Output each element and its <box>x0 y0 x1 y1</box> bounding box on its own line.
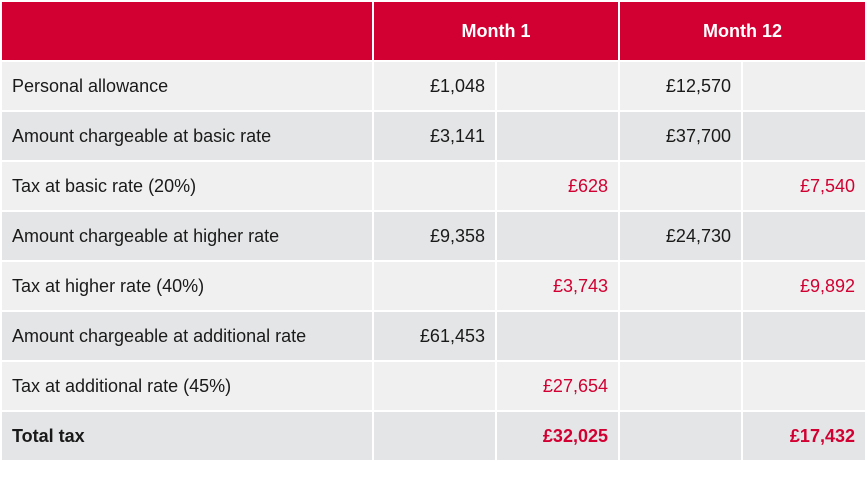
amount-value: £9,358 <box>372 210 497 262</box>
tax-value: £9,892 <box>741 260 865 312</box>
table-row: Tax at additional rate (45%) £27,654 <box>0 360 865 412</box>
amount-value: £24,730 <box>618 210 743 262</box>
table-row: Personal allowance £1,048 £12,570 <box>0 60 865 112</box>
empty-cell <box>495 210 620 262</box>
column-header: Month 1 <box>372 0 620 62</box>
tax-value: £17,432 <box>741 410 865 462</box>
empty-cell <box>495 60 620 112</box>
row-label: Personal allowance <box>0 60 374 112</box>
empty-cell <box>741 110 865 162</box>
table-body: Personal allowance £1,048 £12,570 Amount ch… <box>0 60 865 462</box>
amount-value: £1,048 <box>372 60 497 112</box>
table-row: Amount chargeable at higher rate £9,358 £2… <box>0 210 865 262</box>
empty-cell <box>741 60 865 112</box>
header-row: Month 1 Month 12 <box>0 0 865 62</box>
empty-cell <box>618 310 743 362</box>
empty-cell <box>618 410 743 462</box>
empty-cell <box>618 160 743 212</box>
empty-cell <box>741 210 865 262</box>
empty-cell <box>372 160 497 212</box>
tax-value: £7,540 <box>741 160 865 212</box>
row-label: Total tax <box>0 410 374 462</box>
table-row: Amount chargeable at additional rate £61,… <box>0 310 865 362</box>
tax-value: £628 <box>495 160 620 212</box>
empty-cell <box>741 310 865 362</box>
tax-value: £3,743 <box>495 260 620 312</box>
tax-table: Month 1 Month 12 Personal allowance £1,048… <box>0 0 865 462</box>
empty-cell <box>372 360 497 412</box>
row-label: Amount chargeable at higher rate <box>0 210 374 262</box>
tax-value: £32,025 <box>495 410 620 462</box>
amount-value: £37,700 <box>618 110 743 162</box>
table-row: Amount chargeable at basic rate £3,141 £37… <box>0 110 865 162</box>
empty-cell <box>495 310 620 362</box>
header-blank <box>0 0 374 62</box>
row-label: Amount chargeable at additional rate <box>0 310 374 362</box>
row-label: Tax at basic rate (20%) <box>0 160 374 212</box>
empty-cell <box>372 410 497 462</box>
row-label: Tax at higher rate (40%) <box>0 260 374 312</box>
row-label: Amount chargeable at basic rate <box>0 110 374 162</box>
table-row: Tax at basic rate (20%) £628 £7,540 <box>0 160 865 212</box>
empty-cell <box>618 260 743 312</box>
table-row: Total tax £32,025 £17,432 <box>0 410 865 462</box>
row-label: Tax at additional rate (45%) <box>0 360 374 412</box>
amount-value: £3,141 <box>372 110 497 162</box>
table-row: Tax at higher rate (40%) £3,743 £9,892 <box>0 260 865 312</box>
empty-cell <box>741 360 865 412</box>
amount-value: £61,453 <box>372 310 497 362</box>
tax-value: £27,654 <box>495 360 620 412</box>
empty-cell <box>372 260 497 312</box>
empty-cell <box>618 360 743 412</box>
amount-value: £12,570 <box>618 60 743 112</box>
empty-cell <box>495 110 620 162</box>
column-header: Month 12 <box>618 0 865 62</box>
